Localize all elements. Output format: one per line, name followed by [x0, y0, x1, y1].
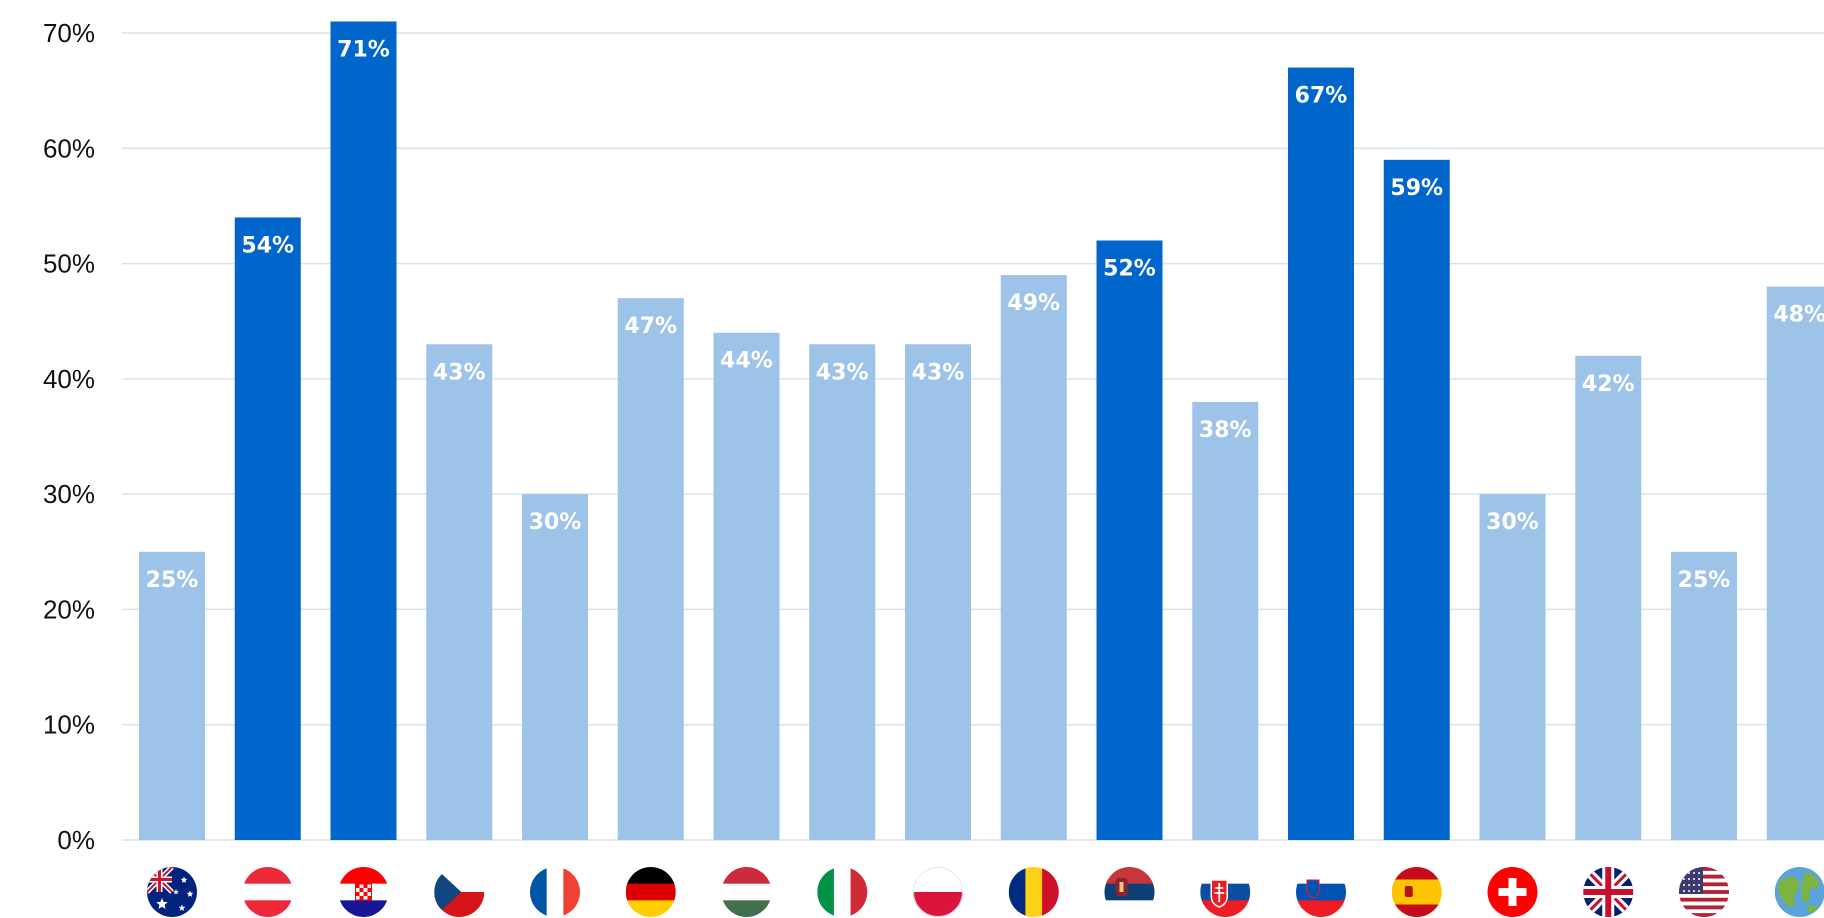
data-label: 49% [1007, 291, 1060, 316]
uk-flag-icon [1583, 867, 1634, 917]
australia-flag-icon [147, 867, 197, 917]
serbia-flag-icon [1104, 867, 1155, 917]
bar [234, 217, 301, 840]
y-tick-label: 0% [57, 825, 95, 855]
y-tick-label: 10% [43, 710, 95, 740]
y-tick-label: 50% [43, 249, 95, 279]
y-axis-ticks: 0% 10% 20% 30% 40% 50% 60% 70% [43, 18, 95, 855]
y-tick-label: 60% [43, 133, 95, 163]
data-label: 25% [146, 568, 199, 593]
data-label: 30% [1486, 510, 1539, 535]
germany-flag-icon [625, 867, 676, 917]
switzerland-flag-icon [1487, 867, 1538, 917]
croatia-flag-icon [338, 867, 389, 917]
bar [522, 494, 588, 840]
poland-flag-icon [913, 867, 963, 917]
data-label: 43% [816, 360, 869, 385]
czechia-flag-icon [434, 867, 485, 917]
data-label: 52% [1103, 257, 1156, 282]
data-label: 67% [1295, 84, 1348, 109]
data-label: 30% [529, 510, 582, 535]
data-label: 59% [1390, 176, 1443, 201]
bar [1479, 494, 1546, 840]
data-labels: 25% 54% 71% 43% 30% 47% 44% 43% 43% 49% 52% 38% 67% 5… [146, 37, 1824, 592]
y-tick-label: 70% [43, 18, 95, 48]
bar [1766, 286, 1824, 841]
globe-icon [1774, 867, 1824, 917]
bar [426, 344, 493, 840]
bar [1383, 159, 1450, 841]
grid-lines [122, 32, 1824, 841]
y-tick-label: 30% [43, 479, 95, 509]
bar [1192, 401, 1259, 840]
y-tick-label: 40% [43, 364, 95, 394]
bar [905, 344, 971, 840]
bars [139, 21, 1824, 841]
spain-flag-icon [1391, 867, 1442, 917]
category-flags [147, 867, 1824, 917]
y-tick-label: 20% [43, 594, 95, 624]
bar [1096, 240, 1163, 840]
slovakia-flag-icon [1200, 867, 1251, 917]
bar [713, 332, 780, 840]
italy-flag-icon [817, 867, 868, 917]
bar [1575, 355, 1642, 840]
bar [617, 298, 684, 841]
bar [1288, 67, 1354, 841]
bar [809, 344, 876, 840]
bar [330, 21, 397, 840]
data-label: 54% [241, 233, 294, 258]
data-label: 25% [1678, 568, 1731, 593]
data-label: 43% [912, 360, 965, 385]
data-label: 48% [1773, 303, 1824, 328]
data-label: 43% [433, 360, 486, 385]
bar [139, 551, 205, 840]
slovenia-flag-icon [1296, 867, 1346, 917]
data-label: 47% [624, 314, 677, 339]
romania-flag-icon [1008, 867, 1059, 917]
data-label: 38% [1199, 418, 1252, 443]
hungary-flag-icon [721, 867, 772, 917]
bar [1671, 551, 1737, 840]
bar [1000, 275, 1067, 841]
france-flag-icon [530, 867, 580, 917]
data-label: 42% [1582, 372, 1635, 397]
data-label: 44% [720, 349, 773, 374]
austria-flag-icon [242, 867, 293, 917]
data-label: 71% [337, 37, 390, 62]
usa-flag-icon [1679, 867, 1729, 917]
